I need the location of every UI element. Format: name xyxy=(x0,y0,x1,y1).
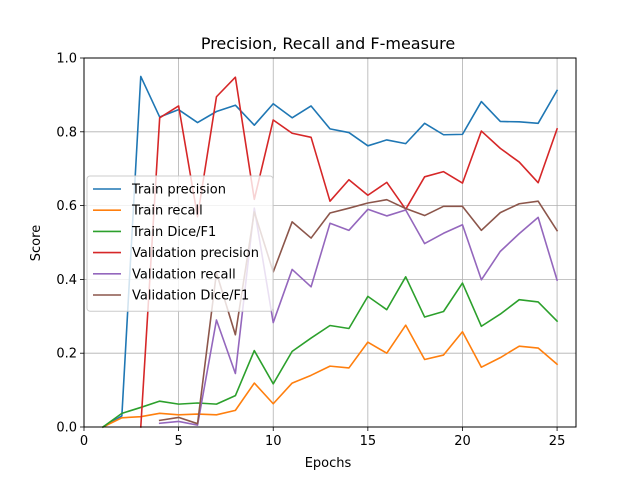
chart-title: Precision, Recall and F-measure xyxy=(201,34,455,53)
y-axis-ticks: 0.0 0.2 0.4 0.6 0.8 1.0 xyxy=(56,52,84,436)
y-tick-label: 0.8 xyxy=(56,125,77,140)
y-tick-label: 0.0 xyxy=(56,421,77,436)
x-tick-label: 0 xyxy=(80,434,88,449)
y-tick-label: 0.6 xyxy=(56,199,77,214)
y-tick-label: 0.2 xyxy=(56,347,77,362)
series-line-train-recall xyxy=(101,324,559,429)
x-tick-label: 5 xyxy=(174,434,182,449)
x-tick-label: 15 xyxy=(360,434,377,449)
legend-entry: Train recall xyxy=(131,204,203,219)
y-tick-label: 0.4 xyxy=(56,273,77,288)
legend: Train precision Train recall Train Dice/F1… xyxy=(86,175,274,312)
legend-entry: Validation recall xyxy=(132,267,236,282)
plot-frame xyxy=(83,57,577,428)
x-axis-ticks: 0 5 10 15 20 25 xyxy=(80,427,565,449)
x-tick-label: 20 xyxy=(454,434,471,449)
x-tick-label: 25 xyxy=(549,434,566,449)
x-tick-label: 10 xyxy=(265,434,282,449)
series-line-validation-precision xyxy=(139,76,559,428)
x-axis-label: Epochs xyxy=(305,456,352,471)
legend-entry: Train Dice/F1 xyxy=(131,225,216,240)
series-line-validation-recall xyxy=(158,207,559,426)
legend-entry: Validation Dice/F1 xyxy=(132,289,249,304)
y-axis-label: Score xyxy=(29,225,44,261)
series-line-train-dice-f1 xyxy=(101,276,559,429)
y-tick-label: 1.0 xyxy=(56,52,77,67)
legend-entry: Train precision xyxy=(131,183,226,198)
legend-entry: Validation precision xyxy=(132,246,259,261)
legend-box xyxy=(86,175,274,312)
